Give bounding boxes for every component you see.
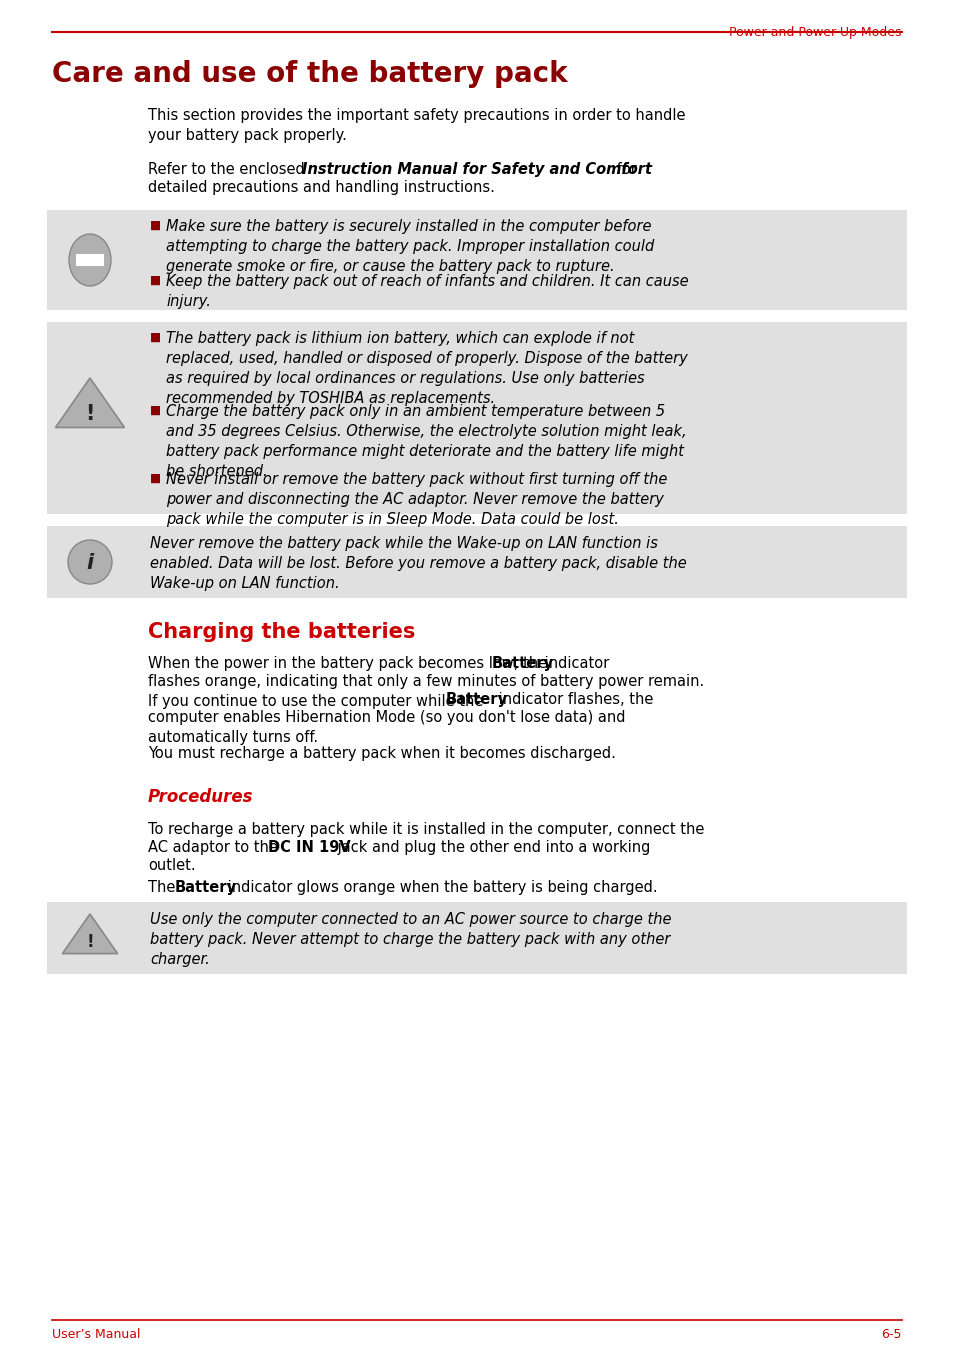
Text: Never install or remove the battery pack without first turning off the
power and: Never install or remove the battery pack… <box>166 472 667 527</box>
Text: computer enables Hibernation Mode (so you don't lose data) and
automatically tur: computer enables Hibernation Mode (so yo… <box>148 710 625 745</box>
Text: You must recharge a battery pack when it becomes discharged.: You must recharge a battery pack when it… <box>148 746 616 761</box>
Bar <box>76 254 104 266</box>
Polygon shape <box>62 914 117 953</box>
Text: jack and plug the other end into a working: jack and plug the other end into a worki… <box>333 840 650 854</box>
Text: ■: ■ <box>150 274 161 287</box>
Text: i: i <box>87 553 93 573</box>
Text: To recharge a battery pack while it is installed in the computer, connect the: To recharge a battery pack while it is i… <box>148 822 703 837</box>
Text: Keep the battery pack out of reach of infants and children. It can cause
injury.: Keep the battery pack out of reach of in… <box>166 274 688 310</box>
Text: Battery: Battery <box>446 692 507 707</box>
Text: ■: ■ <box>150 219 161 233</box>
Text: Power and Power-Up Modes: Power and Power-Up Modes <box>729 26 901 39</box>
Text: The battery pack is lithium ion battery, which can explode if not
replaced, used: The battery pack is lithium ion battery,… <box>166 331 687 406</box>
Text: Use only the computer connected to an AC power source to charge the
battery pack: Use only the computer connected to an AC… <box>150 913 671 967</box>
Bar <box>47 526 906 598</box>
Text: Instruction Manual for Safety and Comfort: Instruction Manual for Safety and Comfor… <box>302 162 651 177</box>
Text: ■: ■ <box>150 404 161 416</box>
Text: Charging the batteries: Charging the batteries <box>148 622 415 642</box>
Ellipse shape <box>69 234 111 287</box>
Text: outlet.: outlet. <box>148 859 195 873</box>
Text: indicator flashes, the: indicator flashes, the <box>494 692 653 707</box>
Text: When the power in the battery pack becomes low, the: When the power in the battery pack becom… <box>148 656 551 671</box>
Text: Never remove the battery pack while the Wake-up on LAN function is
enabled. Data: Never remove the battery pack while the … <box>150 535 686 591</box>
Text: Battery: Battery <box>492 656 554 671</box>
Text: !: ! <box>85 404 94 425</box>
Text: Care and use of the battery pack: Care and use of the battery pack <box>52 59 567 88</box>
Text: DC IN 19V: DC IN 19V <box>268 840 351 854</box>
Polygon shape <box>55 379 125 427</box>
Text: Charge the battery pack only in an ambient temperature between 5
and 35 degrees : Charge the battery pack only in an ambie… <box>166 404 686 479</box>
Text: Procedures: Procedures <box>148 788 253 806</box>
Bar <box>47 210 906 310</box>
Text: flashes orange, indicating that only a few minutes of battery power remain.
If y: flashes orange, indicating that only a f… <box>148 675 703 710</box>
Text: indicator: indicator <box>539 656 609 671</box>
Text: Make sure the battery is securely installed in the computer before
attempting to: Make sure the battery is securely instal… <box>166 219 654 274</box>
Text: ■: ■ <box>150 331 161 343</box>
Text: Battery: Battery <box>174 880 236 895</box>
Text: !: ! <box>86 933 93 950</box>
Bar <box>47 322 906 514</box>
Text: AC adaptor to the: AC adaptor to the <box>148 840 282 854</box>
Circle shape <box>68 539 112 584</box>
Text: ■: ■ <box>150 472 161 485</box>
Text: detailed precautions and handling instructions.: detailed precautions and handling instru… <box>148 180 495 195</box>
Text: User’s Manual: User’s Manual <box>52 1328 140 1341</box>
Text: indicator glows orange when the battery is being charged.: indicator glows orange when the battery … <box>223 880 657 895</box>
Text: Refer to the enclosed: Refer to the enclosed <box>148 162 309 177</box>
Text: for: for <box>612 162 636 177</box>
Bar <box>47 902 906 973</box>
Text: This section provides the important safety precautions in order to handle
your b: This section provides the important safe… <box>148 108 685 143</box>
Text: The: The <box>148 880 180 895</box>
Text: 6-5: 6-5 <box>881 1328 901 1341</box>
